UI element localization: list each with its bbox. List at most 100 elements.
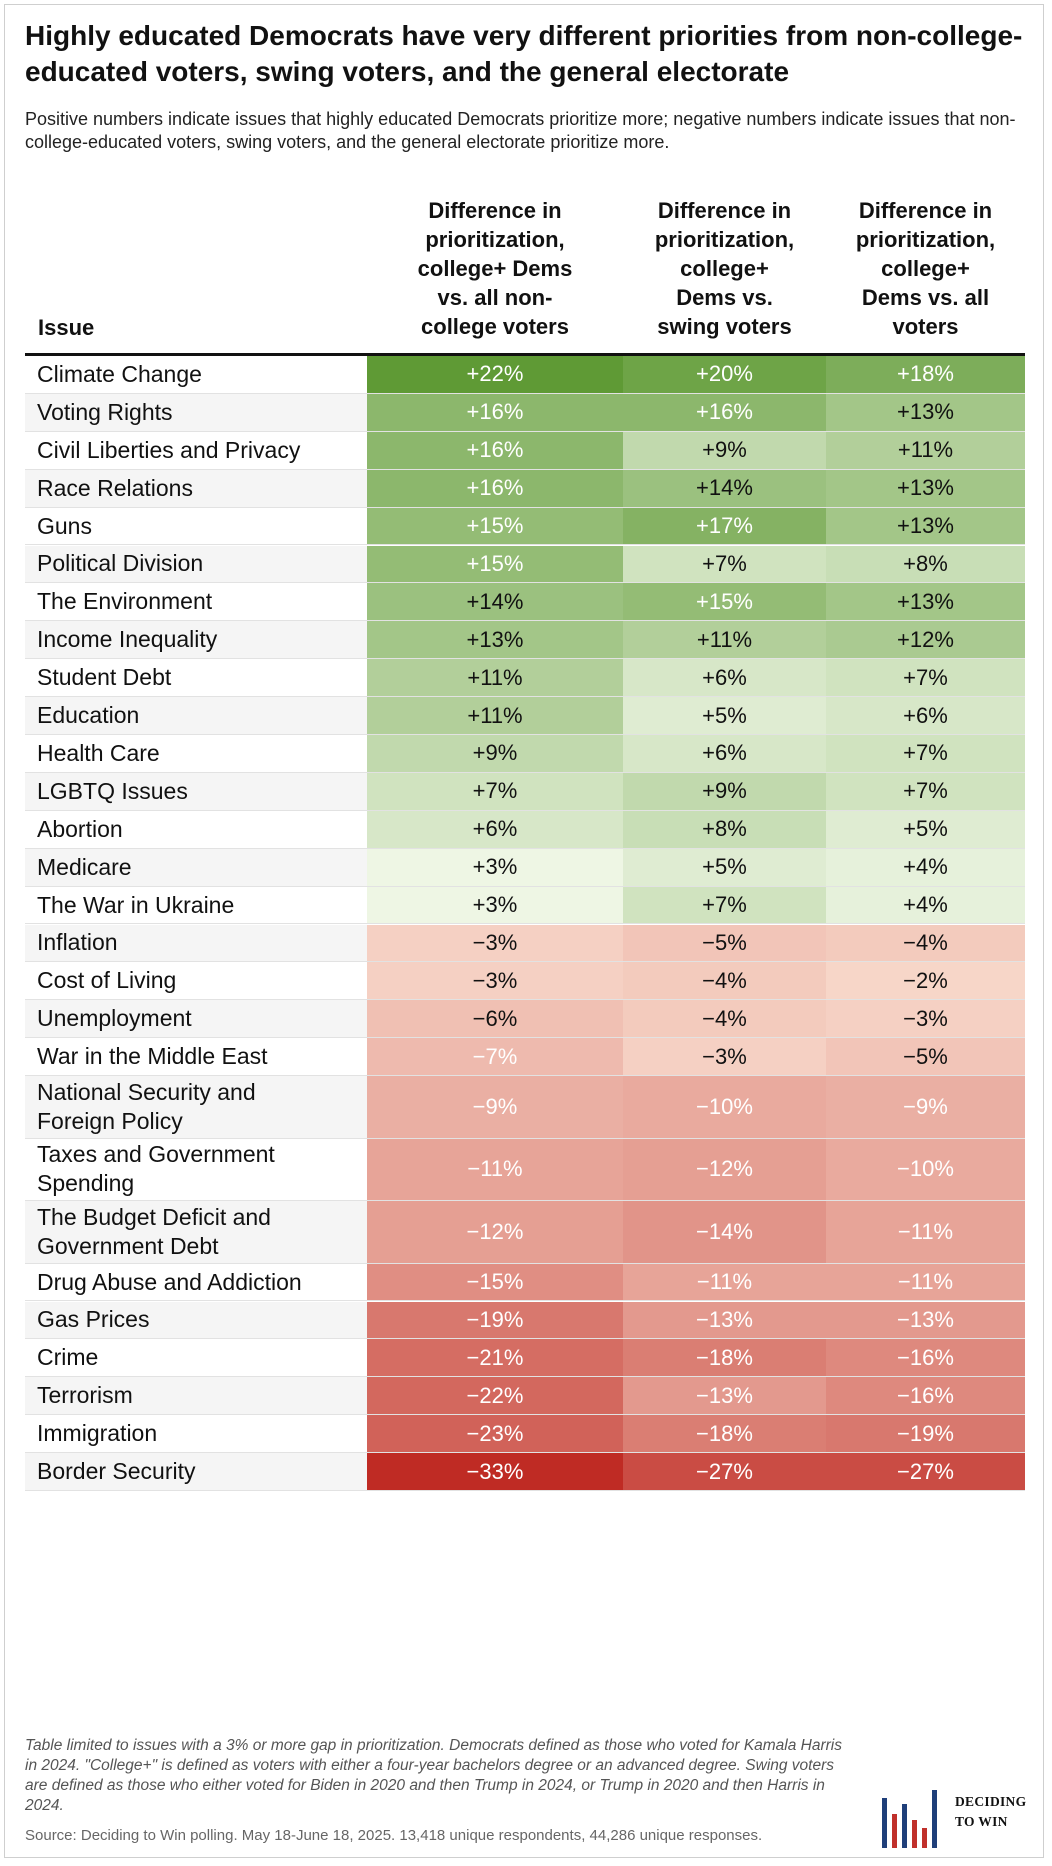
value-cell: +15%: [623, 583, 826, 621]
column-header-line: prioritization,: [855, 227, 996, 252]
issue-label-line: Government Debt: [37, 1232, 219, 1259]
column-header-line: college+: [680, 256, 769, 281]
logo-bar-5: [922, 1828, 927, 1848]
value-cell: −11%: [367, 1138, 623, 1201]
value-cell: +8%: [826, 545, 1025, 583]
value-cell: −27%: [623, 1453, 826, 1490]
table-row: Education +11% +5% +6%: [25, 697, 1025, 735]
issue-label: Terrorism: [25, 1377, 367, 1415]
value-cell: −16%: [826, 1339, 1025, 1377]
issue-label: Student Debt: [37, 664, 172, 691]
value-cell: +14%: [623, 469, 826, 507]
value-cell: −12%: [367, 1201, 623, 1263]
issue-label: Unemployment: [25, 1000, 367, 1038]
value-cell: +12%: [826, 621, 1025, 659]
chart-subtitle: Positive numbers indicate issues that hi…: [25, 109, 1016, 152]
table-row: The Budget Deficit and Government Debt −12…: [25, 1201, 1025, 1264]
column-header-non-college: Difference in prioritization, college+ Dem…: [367, 196, 623, 341]
value-cell: −11%: [623, 1263, 826, 1301]
issue-label: Inflation: [25, 924, 367, 962]
value-cell: +13%: [826, 583, 1025, 621]
value-cell: +13%: [826, 469, 1025, 507]
value-cell: +7%: [826, 735, 1025, 772]
column-header-line: Dems vs. all: [861, 285, 990, 310]
issue-label: Political Division: [25, 545, 367, 583]
value-cell: +16%: [623, 393, 826, 431]
value-cell: −22%: [367, 1377, 623, 1415]
table-row: Gas Prices −19% −13% −13%: [25, 1301, 1025, 1340]
table-row: Political Division +15% +7% +8%: [25, 545, 1025, 584]
value-cell: +3%: [367, 886, 623, 924]
column-header-line: vs. all non-: [437, 285, 553, 310]
value-cell: +5%: [623, 697, 826, 734]
table-row: Taxes and Government Spending −11% −12% −10%: [25, 1138, 1025, 1202]
value-cell: −3%: [367, 924, 623, 962]
value-cell: −21%: [367, 1339, 623, 1377]
table-row: Inflation −3% −5% −4%: [25, 924, 1025, 963]
value-cell: −6%: [367, 1000, 623, 1038]
issue-label: LGBTQ Issues: [25, 772, 367, 810]
issue-label: Cost of Living: [37, 967, 177, 994]
column-header-line: college+: [881, 256, 970, 281]
table-row: Border Security −33% −27% −27%: [25, 1453, 1025, 1491]
value-cell: −12%: [623, 1138, 826, 1201]
value-cell: +11%: [367, 697, 623, 734]
value-cell: −7%: [367, 1038, 623, 1076]
column-header-line: college voters: [421, 314, 569, 339]
value-cell: +4%: [826, 886, 1025, 924]
table-row: Health Care +9% +6% +7%: [25, 735, 1025, 773]
header-rule: [25, 353, 1025, 356]
value-cell: −10%: [623, 1076, 826, 1138]
table-row: Race Relations +16% +14% +13%: [25, 469, 1025, 508]
issue-label: Civil Liberties and Privacy: [37, 436, 301, 463]
table-row: Drug Abuse and Addiction −15% −11% −11%: [25, 1263, 1025, 1302]
issue-label-line: The Budget Deficit and: [37, 1203, 271, 1230]
column-header-line: college+ Dems: [417, 256, 573, 281]
column-header-all-voters: Difference in prioritization, college+ Dems…: [826, 196, 1025, 341]
value-cell: +17%: [623, 507, 826, 545]
column-header-line: prioritization,: [425, 227, 565, 252]
table-row: The Environment +14% +15% +13%: [25, 583, 1025, 622]
value-cell: −3%: [367, 962, 623, 1000]
issue-label: Income Inequality: [25, 621, 367, 659]
value-cell: −15%: [367, 1263, 623, 1301]
table-row: Medicare +3% +5% +4%: [25, 848, 1025, 887]
logo-line-1: DECIDING: [955, 1794, 1027, 1809]
issue-label: Voting Rights: [25, 393, 367, 431]
issue-label: Guns: [37, 512, 92, 539]
logo-bar-1: [882, 1798, 887, 1848]
value-cell: +18%: [826, 356, 1025, 393]
issue-label: The Budget Deficit and Government Debt: [25, 1201, 367, 1263]
issue-label: Drug Abuse and Addiction: [37, 1268, 302, 1295]
value-cell: +15%: [367, 507, 623, 545]
value-cell: −9%: [826, 1076, 1025, 1138]
value-cell: +13%: [826, 393, 1025, 431]
value-cell: −4%: [623, 1000, 826, 1038]
table-row: Income Inequality +13% +11% +12%: [25, 621, 1025, 660]
issue-label: Gas Prices: [25, 1301, 367, 1339]
value-cell: −5%: [826, 1038, 1025, 1076]
value-cell: −18%: [623, 1415, 826, 1453]
table-row: Unemployment −6% −4% −3%: [25, 1000, 1025, 1039]
table-row: Immigration −23% −18% −19%: [25, 1415, 1025, 1454]
value-cell: +11%: [826, 431, 1025, 469]
footnote: Table limited to issues with a 3% or mor…: [25, 1737, 843, 1814]
value-cell: +7%: [367, 772, 623, 810]
issue-label-line: Foreign Policy: [37, 1107, 183, 1134]
value-cell: +9%: [367, 735, 623, 772]
value-cell: +16%: [367, 431, 623, 469]
value-cell: +4%: [826, 848, 1025, 886]
issue-label: The Environment: [37, 588, 213, 615]
logo-bar-2: [892, 1814, 897, 1848]
column-header-line: Difference in: [657, 198, 792, 223]
issue-label: War in the Middle East: [37, 1043, 268, 1070]
table-row: Abortion +6% +8% +5%: [25, 810, 1025, 849]
logo-line-2: TO WIN: [955, 1814, 1008, 1829]
value-cell: −11%: [826, 1201, 1025, 1263]
value-cell: +6%: [623, 659, 826, 697]
value-cell: −14%: [623, 1201, 826, 1263]
column-header-line: Dems vs.: [676, 285, 773, 310]
value-cell: −19%: [826, 1415, 1025, 1453]
value-cell: +5%: [826, 810, 1025, 848]
column-header-line: prioritization,: [654, 227, 795, 252]
